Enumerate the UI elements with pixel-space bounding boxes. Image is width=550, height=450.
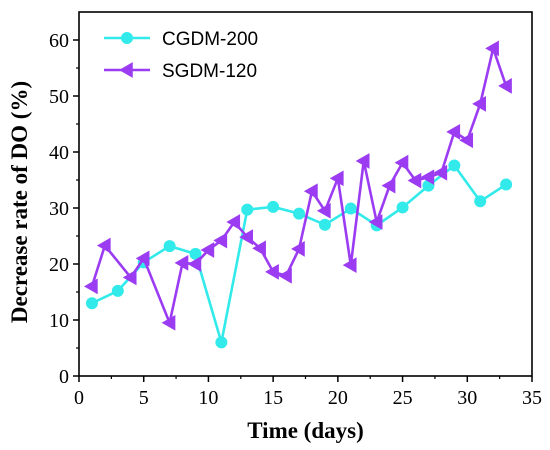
x-tick-label: 35 (522, 387, 542, 409)
legend-marker (121, 32, 133, 44)
x-tick-label: 30 (457, 387, 477, 409)
y-tick-label: 10 (49, 310, 69, 332)
data-point (420, 169, 435, 186)
data-point (329, 170, 344, 187)
series-line (91, 163, 507, 343)
data-point (267, 200, 280, 213)
data-point (239, 229, 254, 245)
data-point (293, 207, 306, 220)
y-tick-label: 60 (49, 30, 69, 52)
data-point (122, 269, 137, 286)
data-point (83, 278, 98, 295)
plot-border (78, 11, 533, 377)
data-point (355, 153, 370, 169)
y-axis-ticks: 0 10 20 30 40 50 60 (49, 30, 79, 388)
series-sgdm-120 (83, 40, 512, 331)
data-point (459, 132, 474, 149)
data-point (163, 240, 176, 253)
data-point (448, 159, 461, 172)
series-layer (83, 40, 513, 349)
data-point (433, 164, 448, 181)
series-cgdm-200 (85, 159, 513, 349)
x-axis-title: Time (days) (247, 418, 364, 443)
y-tick-label: 20 (49, 254, 69, 276)
data-point (472, 95, 486, 112)
y-tick-label: 30 (49, 198, 69, 220)
data-point (342, 257, 357, 273)
data-point (303, 183, 318, 200)
legend-marker (118, 62, 133, 78)
data-point (498, 78, 512, 94)
data-point (85, 297, 98, 310)
data-point (446, 123, 461, 140)
data-point (500, 178, 513, 191)
data-point (135, 250, 150, 267)
x-tick-label: 15 (263, 387, 283, 409)
data-point (396, 201, 409, 214)
data-point (474, 195, 487, 208)
legend-label: SGDM-120 (162, 61, 257, 82)
data-point (407, 172, 422, 189)
x-tick-label: 10 (198, 387, 218, 409)
plot-frame (78, 11, 533, 377)
legend: CGDM-200 SGDM-120 (104, 29, 258, 82)
data-point (226, 214, 241, 230)
y-axis-title: Decrease rate of DO (%) (7, 81, 32, 323)
data-point (265, 263, 279, 280)
data-point (96, 237, 111, 254)
y-tick-label: 40 (49, 142, 69, 164)
data-point (394, 154, 409, 171)
data-point (278, 267, 292, 284)
data-point (318, 218, 331, 231)
data-point (215, 336, 228, 349)
data-point (316, 202, 331, 219)
data-point (189, 247, 202, 260)
y-tick-label: 50 (49, 86, 69, 108)
data-point (252, 240, 266, 257)
data-point (291, 241, 305, 257)
x-tick-label: 25 (393, 387, 413, 409)
x-axis-ticks: 0 5 10 15 20 25 30 35 (74, 376, 542, 409)
data-point (485, 40, 499, 57)
data-point (368, 214, 383, 230)
data-point (161, 314, 176, 331)
x-tick-label: 20 (328, 387, 348, 409)
data-point (381, 177, 396, 194)
data-point (187, 256, 202, 272)
x-tick-label: 0 (74, 387, 84, 409)
series-line (90, 43, 508, 328)
data-point (344, 202, 357, 215)
y-tick-label: 0 (59, 366, 69, 388)
data-point (111, 284, 124, 297)
data-point (200, 242, 215, 258)
data-point (174, 255, 189, 271)
x-tick-label: 5 (139, 387, 149, 409)
data-point (241, 203, 254, 216)
legend-label: CGDM-200 (162, 29, 258, 50)
data-point (213, 232, 228, 249)
